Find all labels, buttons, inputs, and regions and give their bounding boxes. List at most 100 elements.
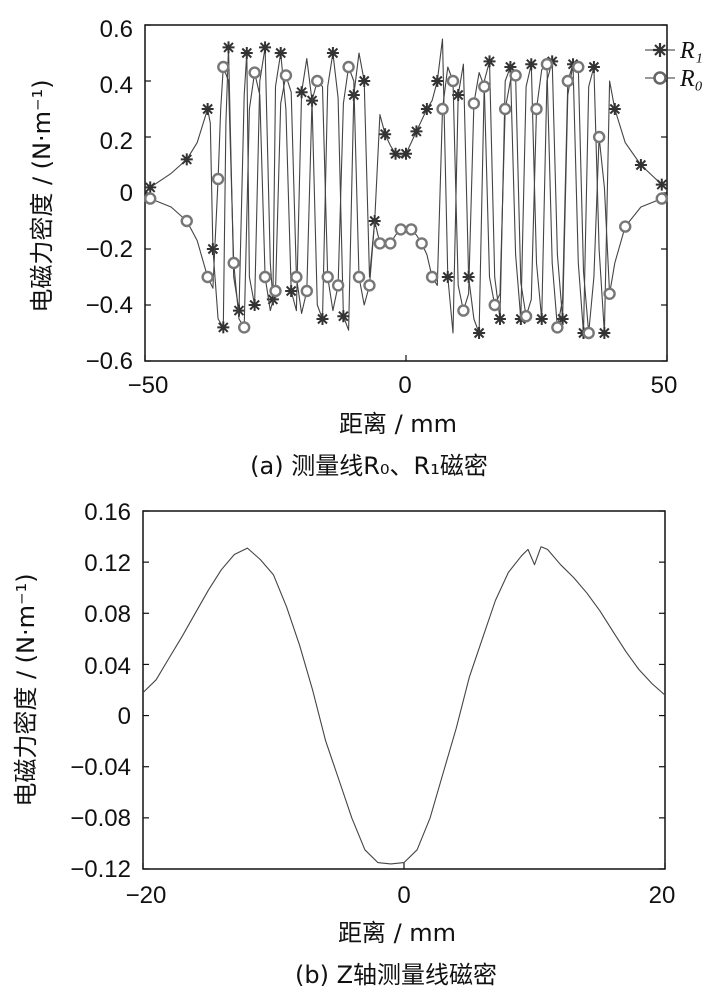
- ytick-label: −0.12: [70, 856, 131, 883]
- r0-data-point: [290, 270, 303, 284]
- r0-data-point: [363, 279, 376, 292]
- ytick-label: −0.08: [70, 805, 131, 832]
- r1-data-point: [400, 147, 412, 160]
- r1-data-point: [326, 47, 339, 59]
- r1-data-point: [452, 89, 465, 101]
- ytick-label: −0.6: [86, 348, 133, 375]
- r0-data-point: [478, 80, 491, 93]
- r0-data-point: [509, 69, 522, 82]
- r0-data-point: [551, 321, 564, 334]
- r0-data-point: [248, 66, 261, 79]
- r0-data-point: [201, 270, 214, 284]
- r1-data-point: [217, 321, 230, 334]
- panel-a-caption: (a) 测量线R₀、R₁磁密: [250, 452, 488, 480]
- xtick-label: −20: [126, 882, 167, 909]
- r0-data-point: [331, 279, 345, 292]
- r0-data-point: [394, 223, 407, 236]
- legend-entry-r0: R₀: [645, 66, 703, 92]
- r1-data-point: [259, 41, 272, 54]
- r0-data-point: [519, 310, 533, 323]
- r1-data-point: [420, 103, 433, 115]
- r1-data-point: [655, 178, 668, 191]
- ytick-label: 0.08: [84, 601, 131, 628]
- r1-data-point: [634, 159, 647, 171]
- series-line: [142, 546, 666, 865]
- r0-data-point: [352, 270, 366, 284]
- ytick-label: −0.2: [86, 236, 133, 263]
- ytick-label: 0.12: [84, 550, 131, 577]
- panel-b-y-axis-label: 电磁力密度 / (N·m⁻¹): [12, 573, 40, 806]
- panel-b-chart: 0.16 0.12 0.08 0.04 0 −0.04 −0.08 −0.12 …: [12, 499, 675, 989]
- panel-a-series-group: [144, 24, 668, 362]
- ytick-label: 0.6: [100, 16, 133, 43]
- r0-data-point: [582, 326, 595, 340]
- r1-data-point: [493, 313, 506, 325]
- r0-data-point: [180, 214, 193, 228]
- r0-data-point: [498, 102, 512, 116]
- ytick-label: 0.4: [100, 72, 133, 99]
- legend-r1-label: R₁: [679, 38, 703, 64]
- r1-data-point: [441, 271, 454, 283]
- panel-b-series-group: [142, 510, 666, 870]
- xtick-label: −50: [128, 372, 169, 399]
- panel-a-chart: 0.6 0.4 0.2 0 −0.2 −0.4 −0.6 −50 0 50 距离…: [28, 16, 703, 480]
- r1-data-point: [358, 75, 371, 87]
- xtick-label: 0: [398, 372, 411, 399]
- legend-r0-label: R₀: [679, 66, 703, 92]
- r0-data-point: [258, 270, 272, 284]
- r0-data-point: [603, 287, 616, 300]
- r1-data-point: [556, 313, 569, 325]
- r0-data-point: [227, 256, 240, 270]
- r0-data-point: [405, 223, 418, 236]
- asterisk-marker-icon: [653, 43, 667, 57]
- r0-data-point: [425, 270, 439, 284]
- ytick-label: −0.04: [70, 754, 131, 781]
- panel-b-caption: (b) Z轴测量线磁密: [295, 961, 497, 989]
- legend-entry-r1: R₁: [645, 38, 703, 64]
- r1-data-point: [206, 243, 219, 255]
- r1-data-point: [473, 327, 486, 339]
- r0-data-point: [467, 97, 481, 110]
- r0-data-point: [321, 270, 334, 284]
- r0-data-point: [342, 60, 355, 74]
- r1-data-point: [201, 103, 214, 115]
- r1-data-point: [248, 299, 261, 311]
- r0-data-point: [211, 172, 225, 186]
- r1-data-point: [587, 61, 600, 73]
- r1-data-point: [504, 61, 517, 73]
- r0-data-point: [217, 60, 230, 74]
- r1-data-point: [285, 285, 298, 297]
- r0-data-point: [572, 60, 585, 74]
- ytick-label: 0.2: [100, 128, 133, 155]
- r0-data-point: [384, 237, 397, 250]
- r1-data-point: [379, 128, 392, 141]
- r1-data-point: [410, 125, 423, 138]
- panel-a-legend: R₁ R₀: [645, 38, 703, 92]
- ytick-label: 0: [118, 703, 131, 730]
- r0-data-point: [619, 220, 632, 233]
- r0-data-point: [415, 237, 428, 250]
- r1-data-point: [222, 41, 235, 54]
- r0-data-point: [655, 192, 668, 205]
- r1-data-point: [535, 313, 548, 325]
- r1-data-point: [483, 55, 496, 68]
- panel-a-x-axis-label: 距离 / mm: [339, 410, 457, 438]
- r0-data-point: [237, 321, 251, 334]
- r0-data-point: [446, 74, 460, 88]
- r1-data-point: [232, 304, 245, 317]
- r0-data-point: [540, 57, 554, 71]
- panel-a-ticks: 0.6 0.4 0.2 0 −0.2 −0.4 −0.6 −50 0 50: [86, 16, 678, 399]
- r0-data-point: [530, 102, 543, 116]
- xtick-label: 20: [649, 882, 676, 909]
- r0-data-point: [488, 298, 501, 312]
- r1-data-point: [274, 47, 287, 59]
- r0-data-point: [269, 284, 282, 298]
- panel-b-ticks: 0.16 0.12 0.08 0.04 0 −0.04 −0.08 −0.12 …: [70, 499, 675, 909]
- r1-data-point: [180, 153, 193, 166]
- panel-b-x-axis-label: 距离 / mm: [338, 919, 456, 947]
- circle-marker-icon: [653, 71, 667, 85]
- ytick-label: 0.16: [84, 499, 131, 526]
- r0-data-point: [311, 74, 324, 88]
- r1-data-point: [525, 58, 538, 71]
- panel-a-y-axis-label: 电磁力密度 / (N·m⁻¹): [28, 79, 56, 312]
